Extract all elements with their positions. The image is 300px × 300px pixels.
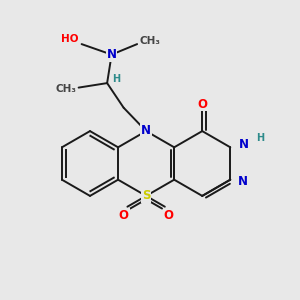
Text: O: O xyxy=(198,98,208,111)
Text: O: O xyxy=(164,208,173,222)
Text: N: N xyxy=(106,48,117,61)
Text: H: H xyxy=(256,133,264,143)
Text: H: H xyxy=(112,74,120,85)
Text: N: N xyxy=(239,138,249,152)
Text: HO: HO xyxy=(61,34,79,44)
Text: O: O xyxy=(119,208,129,222)
Text: CH₃: CH₃ xyxy=(56,84,76,94)
Text: CH₃: CH₃ xyxy=(139,35,160,46)
Text: S: S xyxy=(142,189,150,203)
Text: N: N xyxy=(141,124,151,137)
Text: N: N xyxy=(238,175,248,188)
